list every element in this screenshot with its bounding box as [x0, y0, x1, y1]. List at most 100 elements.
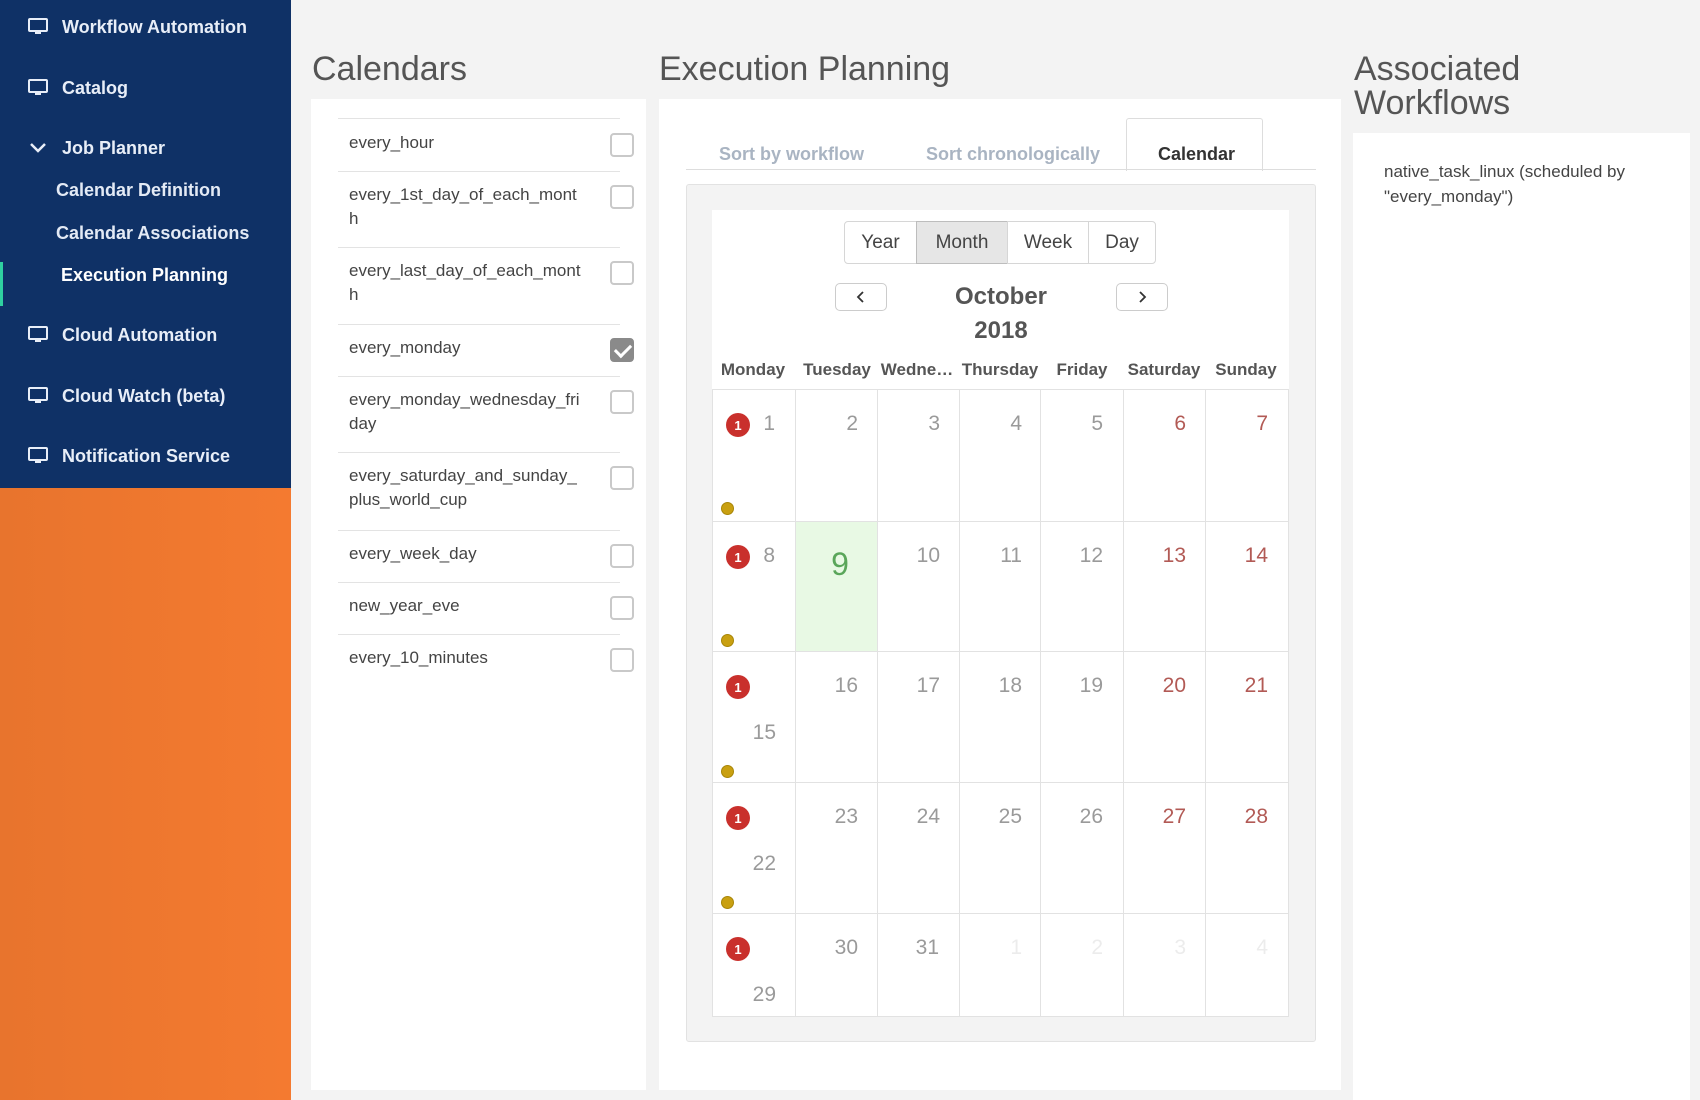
monitor-icon — [28, 386, 50, 407]
calendar-name: every_10_minutes — [349, 648, 488, 667]
event-dot[interactable] — [721, 634, 734, 647]
weekday-header: Monday — [720, 360, 786, 379]
day-number[interactable]: 6 — [1174, 412, 1186, 435]
day-number[interactable]: 12 — [1079, 544, 1103, 567]
view-year-button[interactable]: Year — [844, 221, 917, 264]
today-day-number[interactable]: 9 — [831, 546, 849, 582]
grid-line — [712, 389, 1289, 390]
day-number[interactable]: 29 — [752, 983, 776, 1006]
weekday-header: Friday — [1056, 360, 1108, 379]
calendar-name: every_hour — [349, 133, 435, 152]
calendar-checkbox[interactable] — [610, 648, 634, 672]
day-number-next-month[interactable]: 3 — [1174, 936, 1186, 959]
day-number[interactable]: 23 — [834, 805, 858, 828]
sidebar-item-cloud-automation[interactable]: Cloud Automation — [28, 325, 217, 346]
calendar-row: every_1st_day_of_each_month — [338, 171, 634, 247]
day-number[interactable]: 21 — [1244, 674, 1268, 697]
monitor-icon — [28, 446, 50, 467]
view-month-button[interactable]: Month — [916, 221, 1008, 264]
day-number-next-month[interactable]: 1 — [1010, 936, 1022, 959]
day-number[interactable]: 11 — [1000, 544, 1022, 567]
calendar-row: every_hour — [338, 118, 634, 171]
calendars-panel: every_hour every_1st_day_of_each_month e… — [311, 99, 646, 1090]
day-number[interactable]: 16 — [834, 674, 858, 697]
event-count-badge[interactable]: 1 — [726, 937, 750, 961]
day-number[interactable]: 26 — [1079, 805, 1103, 828]
day-number[interactable]: 22 — [752, 852, 776, 875]
grid-line — [959, 389, 960, 1017]
tab-calendar[interactable]: Calendar — [1158, 144, 1236, 164]
event-count-badge[interactable]: 1 — [726, 675, 750, 699]
grid-line — [712, 913, 1289, 914]
day-number[interactable]: 15 — [752, 721, 776, 744]
sidebar-subitem-calendar-definition[interactable]: Calendar Definition — [56, 180, 222, 200]
event-dot[interactable] — [721, 502, 734, 515]
calendar-row: new_year_eve — [338, 582, 634, 634]
day-number[interactable]: 1 — [763, 412, 775, 435]
day-number[interactable]: 8 — [763, 544, 775, 567]
day-number[interactable]: 5 — [1091, 412, 1103, 435]
sidebar — [0, 0, 291, 1100]
prev-month-button[interactable] — [835, 283, 887, 311]
monitor-icon — [28, 325, 50, 346]
event-count-badge[interactable]: 1 — [726, 545, 750, 569]
day-number[interactable]: 4 — [1010, 412, 1022, 435]
calendar-name: every_monday — [349, 338, 461, 357]
calendar-checkbox[interactable] — [610, 185, 634, 209]
event-dot[interactable] — [721, 896, 734, 909]
calendar-checkbox[interactable] — [610, 466, 634, 490]
calendar-checkbox[interactable] — [610, 338, 634, 362]
sidebar-item-label: Cloud Watch (beta) — [62, 386, 226, 406]
sidebar-item-label: Cloud Automation — [62, 325, 218, 345]
sidebar-item-job-planner[interactable]: Job Planner — [28, 138, 165, 159]
day-number[interactable]: 14 — [1244, 544, 1268, 567]
sidebar-item-catalog[interactable]: Catalog — [28, 78, 128, 99]
day-number[interactable]: 20 — [1162, 674, 1186, 697]
day-number[interactable]: 25 — [998, 805, 1022, 828]
tab-sort-chronologically[interactable]: Sort chronologically — [926, 144, 1101, 164]
calendar-checkbox[interactable] — [610, 544, 634, 568]
day-number-next-month[interactable]: 4 — [1256, 936, 1268, 959]
calendar-name: every_last_day_of_each_month — [349, 261, 581, 304]
day-number[interactable]: 19 — [1079, 674, 1103, 697]
sidebar-subitem-execution-planning[interactable]: Execution Planning — [61, 265, 229, 285]
event-count-badge[interactable]: 1 — [726, 806, 750, 830]
calendar-row: every_last_day_of_each_month — [338, 247, 634, 324]
day-number[interactable]: 28 — [1244, 805, 1268, 828]
view-day-button[interactable]: Day — [1088, 221, 1156, 264]
day-number[interactable]: 18 — [998, 674, 1022, 697]
event-count-badge[interactable]: 1 — [726, 413, 750, 437]
monitor-icon — [28, 78, 50, 99]
day-number[interactable]: 31 — [915, 936, 939, 959]
grid-line — [712, 521, 1289, 522]
calendar-checkbox[interactable] — [610, 261, 634, 285]
event-dot[interactable] — [721, 765, 734, 778]
tab-sort-by-workflow[interactable]: Sort by workflow — [719, 144, 865, 164]
sidebar-item-workflow-automation[interactable]: Workflow Automation — [28, 17, 247, 38]
day-number-next-month[interactable]: 2 — [1091, 936, 1103, 959]
day-number[interactable]: 2 — [846, 412, 858, 435]
day-number[interactable]: 3 — [928, 412, 940, 435]
sidebar-item-label: Catalog — [62, 78, 129, 98]
weekday-header: Thursday — [961, 360, 1039, 379]
calendar-checkbox[interactable] — [610, 390, 634, 414]
sidebar-item-cloud-watch[interactable]: Cloud Watch (beta) — [28, 386, 225, 407]
active-tab-box — [1126, 118, 1263, 171]
calendar-checkbox[interactable] — [610, 596, 634, 620]
day-number[interactable]: 17 — [916, 674, 940, 697]
grid-line — [795, 389, 796, 1017]
view-week-button[interactable]: Week — [1007, 221, 1089, 264]
next-month-button[interactable] — [1116, 283, 1168, 311]
sidebar-subitem-calendar-associations[interactable]: Calendar Associations — [56, 223, 250, 243]
day-number[interactable]: 27 — [1162, 805, 1186, 828]
day-number[interactable]: 13 — [1162, 544, 1186, 567]
day-number[interactable]: 7 — [1256, 412, 1268, 435]
day-number[interactable]: 10 — [916, 544, 940, 567]
sidebar-nav — [0, 0, 291, 488]
weekday-header: Wedne… — [880, 360, 954, 379]
day-number[interactable]: 24 — [916, 805, 940, 828]
sidebar-item-label: Job Planner — [62, 138, 166, 158]
sidebar-item-notification-service[interactable]: Notification Service — [28, 446, 230, 467]
calendar-checkbox[interactable] — [610, 133, 634, 157]
day-number[interactable]: 30 — [834, 936, 858, 959]
